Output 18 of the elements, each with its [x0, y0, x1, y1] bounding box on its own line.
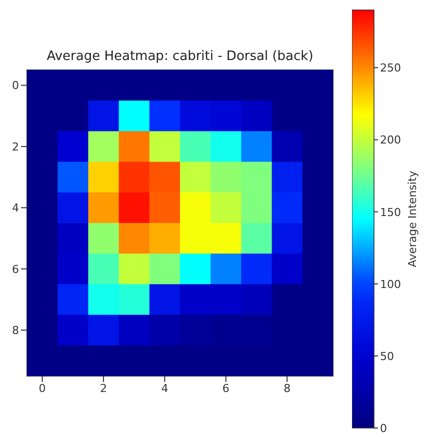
- color-bar-label: 150: [380, 206, 401, 219]
- y-tick-label: 4: [12, 202, 19, 215]
- x-tick-label: 0: [38, 382, 46, 395]
- y-tick-label: 0: [12, 79, 19, 92]
- x-tick-label: 2: [100, 382, 107, 395]
- color-bar-label: 250: [380, 62, 401, 75]
- chart-title: Average Heatmap: cabriti - Dorsal (back): [46, 49, 314, 64]
- y-tick-label: 6: [12, 262, 19, 276]
- color-bar-label: 200: [380, 134, 401, 147]
- color-bar-label: 50: [380, 350, 394, 363]
- x-tick-label: 8: [284, 382, 291, 395]
- y-tick-label: 8: [12, 324, 19, 338]
- x-tick-label: 4: [161, 382, 168, 395]
- color-bar-title: Average Intensity: [406, 170, 419, 268]
- x-tick-label: 6: [222, 382, 230, 395]
- color-bar-label: 100: [380, 278, 401, 291]
- color-bar-label: 0: [380, 422, 387, 435]
- y-tick-label: 2: [12, 140, 19, 154]
